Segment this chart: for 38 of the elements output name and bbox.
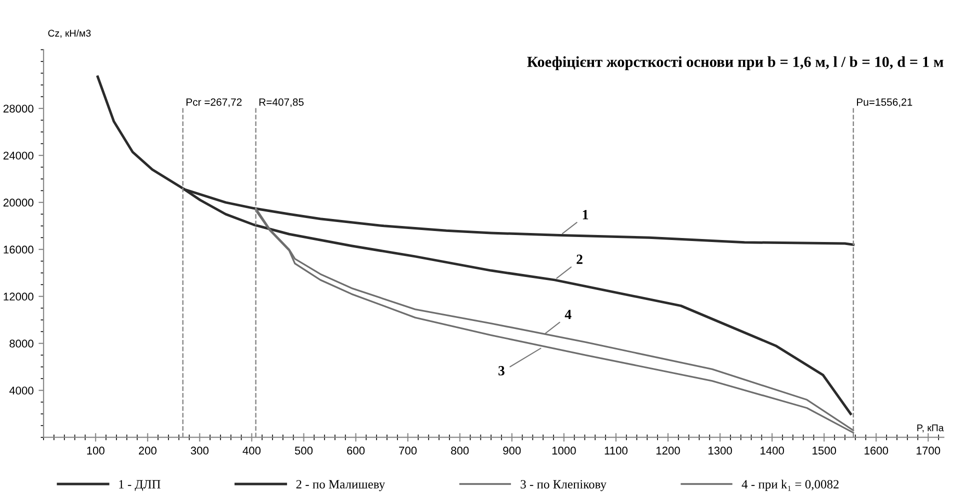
- legend-label: 3 - по Клепікову: [520, 480, 606, 492]
- x-tick-label: 500: [294, 446, 313, 455]
- chart-title: Коефіцієнт жорсткості основи при b = 1,6 м, l / b = 10, d = 1 м: [527, 56, 944, 70]
- y-tick-label: 28000: [4, 104, 34, 113]
- x-tick-label: 800: [451, 446, 469, 455]
- ref-line-label: R=407,85: [259, 98, 304, 108]
- annotation: 2: [576, 254, 582, 264]
- x-tick-label: 600: [347, 446, 365, 455]
- ref-line-label: Pcr =267,72: [186, 98, 242, 108]
- y-tick-label: 8000: [10, 340, 34, 348]
- legend-label: 1 - ДЛП: [119, 480, 160, 492]
- y-tick-label: 16000: [4, 246, 34, 254]
- x-tick-label: 900: [503, 446, 521, 455]
- x-tick-label: 1600: [864, 446, 888, 455]
- annotation: 3: [498, 366, 504, 376]
- x-tick-label: 1300: [708, 446, 732, 455]
- ref-line-label: Pu=1556,21: [856, 98, 912, 108]
- y-axis-title: Cz, кН/м3: [48, 30, 91, 38]
- legend-label: 2 - по Малишеву: [296, 480, 386, 492]
- y-tick-label: 4000: [9, 386, 34, 395]
- x-tick-label: 1000: [552, 446, 576, 455]
- x-tick-label: 700: [399, 446, 417, 455]
- y-tick-label: 20000: [4, 198, 34, 207]
- annotation: 1: [582, 210, 588, 220]
- x-axis-title: P, кПа: [917, 424, 944, 432]
- y-tick-label: 24000: [4, 152, 34, 160]
- x-tick-label: 200: [138, 446, 156, 455]
- x-tick-label: 400: [242, 446, 261, 455]
- x-tick-label: 1700: [916, 446, 940, 455]
- y-tick-label: 12000: [4, 292, 34, 301]
- legend-label: 4 - при k₁ = 0,0082: [742, 480, 839, 492]
- x-tick-label: 1200: [656, 446, 680, 455]
- x-tick-label: 1100: [604, 446, 628, 455]
- x-tick-label: 1500: [812, 446, 836, 455]
- annotation: 4: [564, 310, 572, 320]
- x-tick-label: 100: [87, 446, 104, 455]
- x-tick-label: 1400: [760, 446, 784, 455]
- x-tick-label: 300: [190, 446, 209, 455]
